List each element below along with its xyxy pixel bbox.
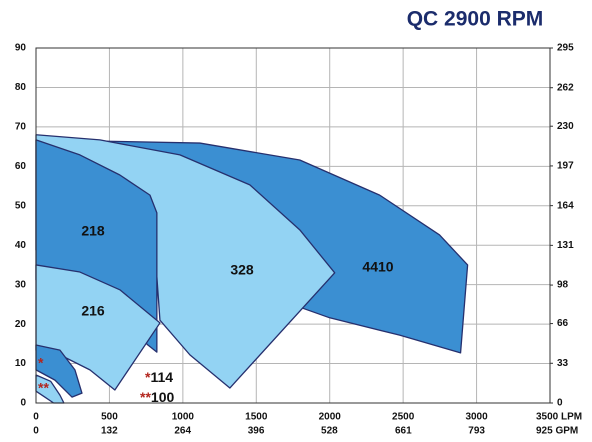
y-tick-label: 50 xyxy=(15,200,27,211)
y-tick-label: 10 xyxy=(15,358,27,369)
x2-tick-label: 396 xyxy=(248,426,265,437)
x2-tick-label: 528 xyxy=(321,426,338,437)
pump-region xyxy=(35,344,83,398)
y2-tick-label: 230 xyxy=(557,121,574,132)
region-label: 4410 xyxy=(362,259,393,275)
region-label: 218 xyxy=(81,223,105,239)
x-tick-label: 500 xyxy=(101,412,118,423)
x-tick-label: 3500 LPM xyxy=(536,412,582,423)
annotation-text: 114 xyxy=(150,369,173,385)
x-tick-label: 0 xyxy=(33,412,39,423)
x2-tick-label: 793 xyxy=(468,426,485,437)
y-tick-label: 70 xyxy=(15,122,27,133)
y-tick-label: 0 xyxy=(20,398,26,409)
x2-tick-label: 264 xyxy=(174,426,191,437)
y2-tick-label: 262 xyxy=(557,82,574,93)
side-marker: ** xyxy=(38,380,49,396)
x2-tick-label: 0 xyxy=(33,426,39,437)
x2-tick-label: 925 GPM xyxy=(536,426,578,437)
y2-tick-label: 66 xyxy=(557,318,569,329)
annotation-marker: * xyxy=(145,369,151,385)
y2-tick-label: 197 xyxy=(557,161,574,172)
y2-tick-label: 0 xyxy=(557,398,563,409)
y2-tick-label: 295 xyxy=(557,43,574,54)
region-label: 216 xyxy=(81,303,105,319)
y-tick-label: 90 xyxy=(15,43,27,54)
y2-tick-label: 164 xyxy=(557,200,574,211)
region-label: 328 xyxy=(230,262,254,278)
y2-tick-label: 131 xyxy=(557,240,574,251)
y-tick-label: 20 xyxy=(15,319,27,330)
y-tick-label: 40 xyxy=(15,240,27,251)
y-tick-label: 60 xyxy=(15,161,27,172)
x-tick-label: 1000 xyxy=(172,412,195,423)
chart-title: QC 2900 RPM xyxy=(407,8,544,31)
y-tick-label: 80 xyxy=(15,82,27,93)
regions xyxy=(35,134,469,404)
side-marker: * xyxy=(38,355,44,371)
annotation-text: 100 xyxy=(151,389,175,405)
y-tick-label: 30 xyxy=(15,279,27,290)
y2-tick-label: 98 xyxy=(557,280,569,291)
x-tick-label: 2500 xyxy=(392,412,415,423)
x-tick-label: 3000 xyxy=(465,412,488,423)
x2-tick-label: 661 xyxy=(395,426,412,437)
x-tick-label: 1500 xyxy=(245,412,268,423)
annotation: **100 xyxy=(140,389,174,405)
x-tick-label: 2000 xyxy=(319,412,342,423)
y2-tick-label: 33 xyxy=(557,358,569,369)
x2-tick-label: 132 xyxy=(101,426,118,437)
annotation-marker: ** xyxy=(140,389,151,405)
plot-border xyxy=(35,47,551,404)
annotation: *114 xyxy=(145,369,173,385)
